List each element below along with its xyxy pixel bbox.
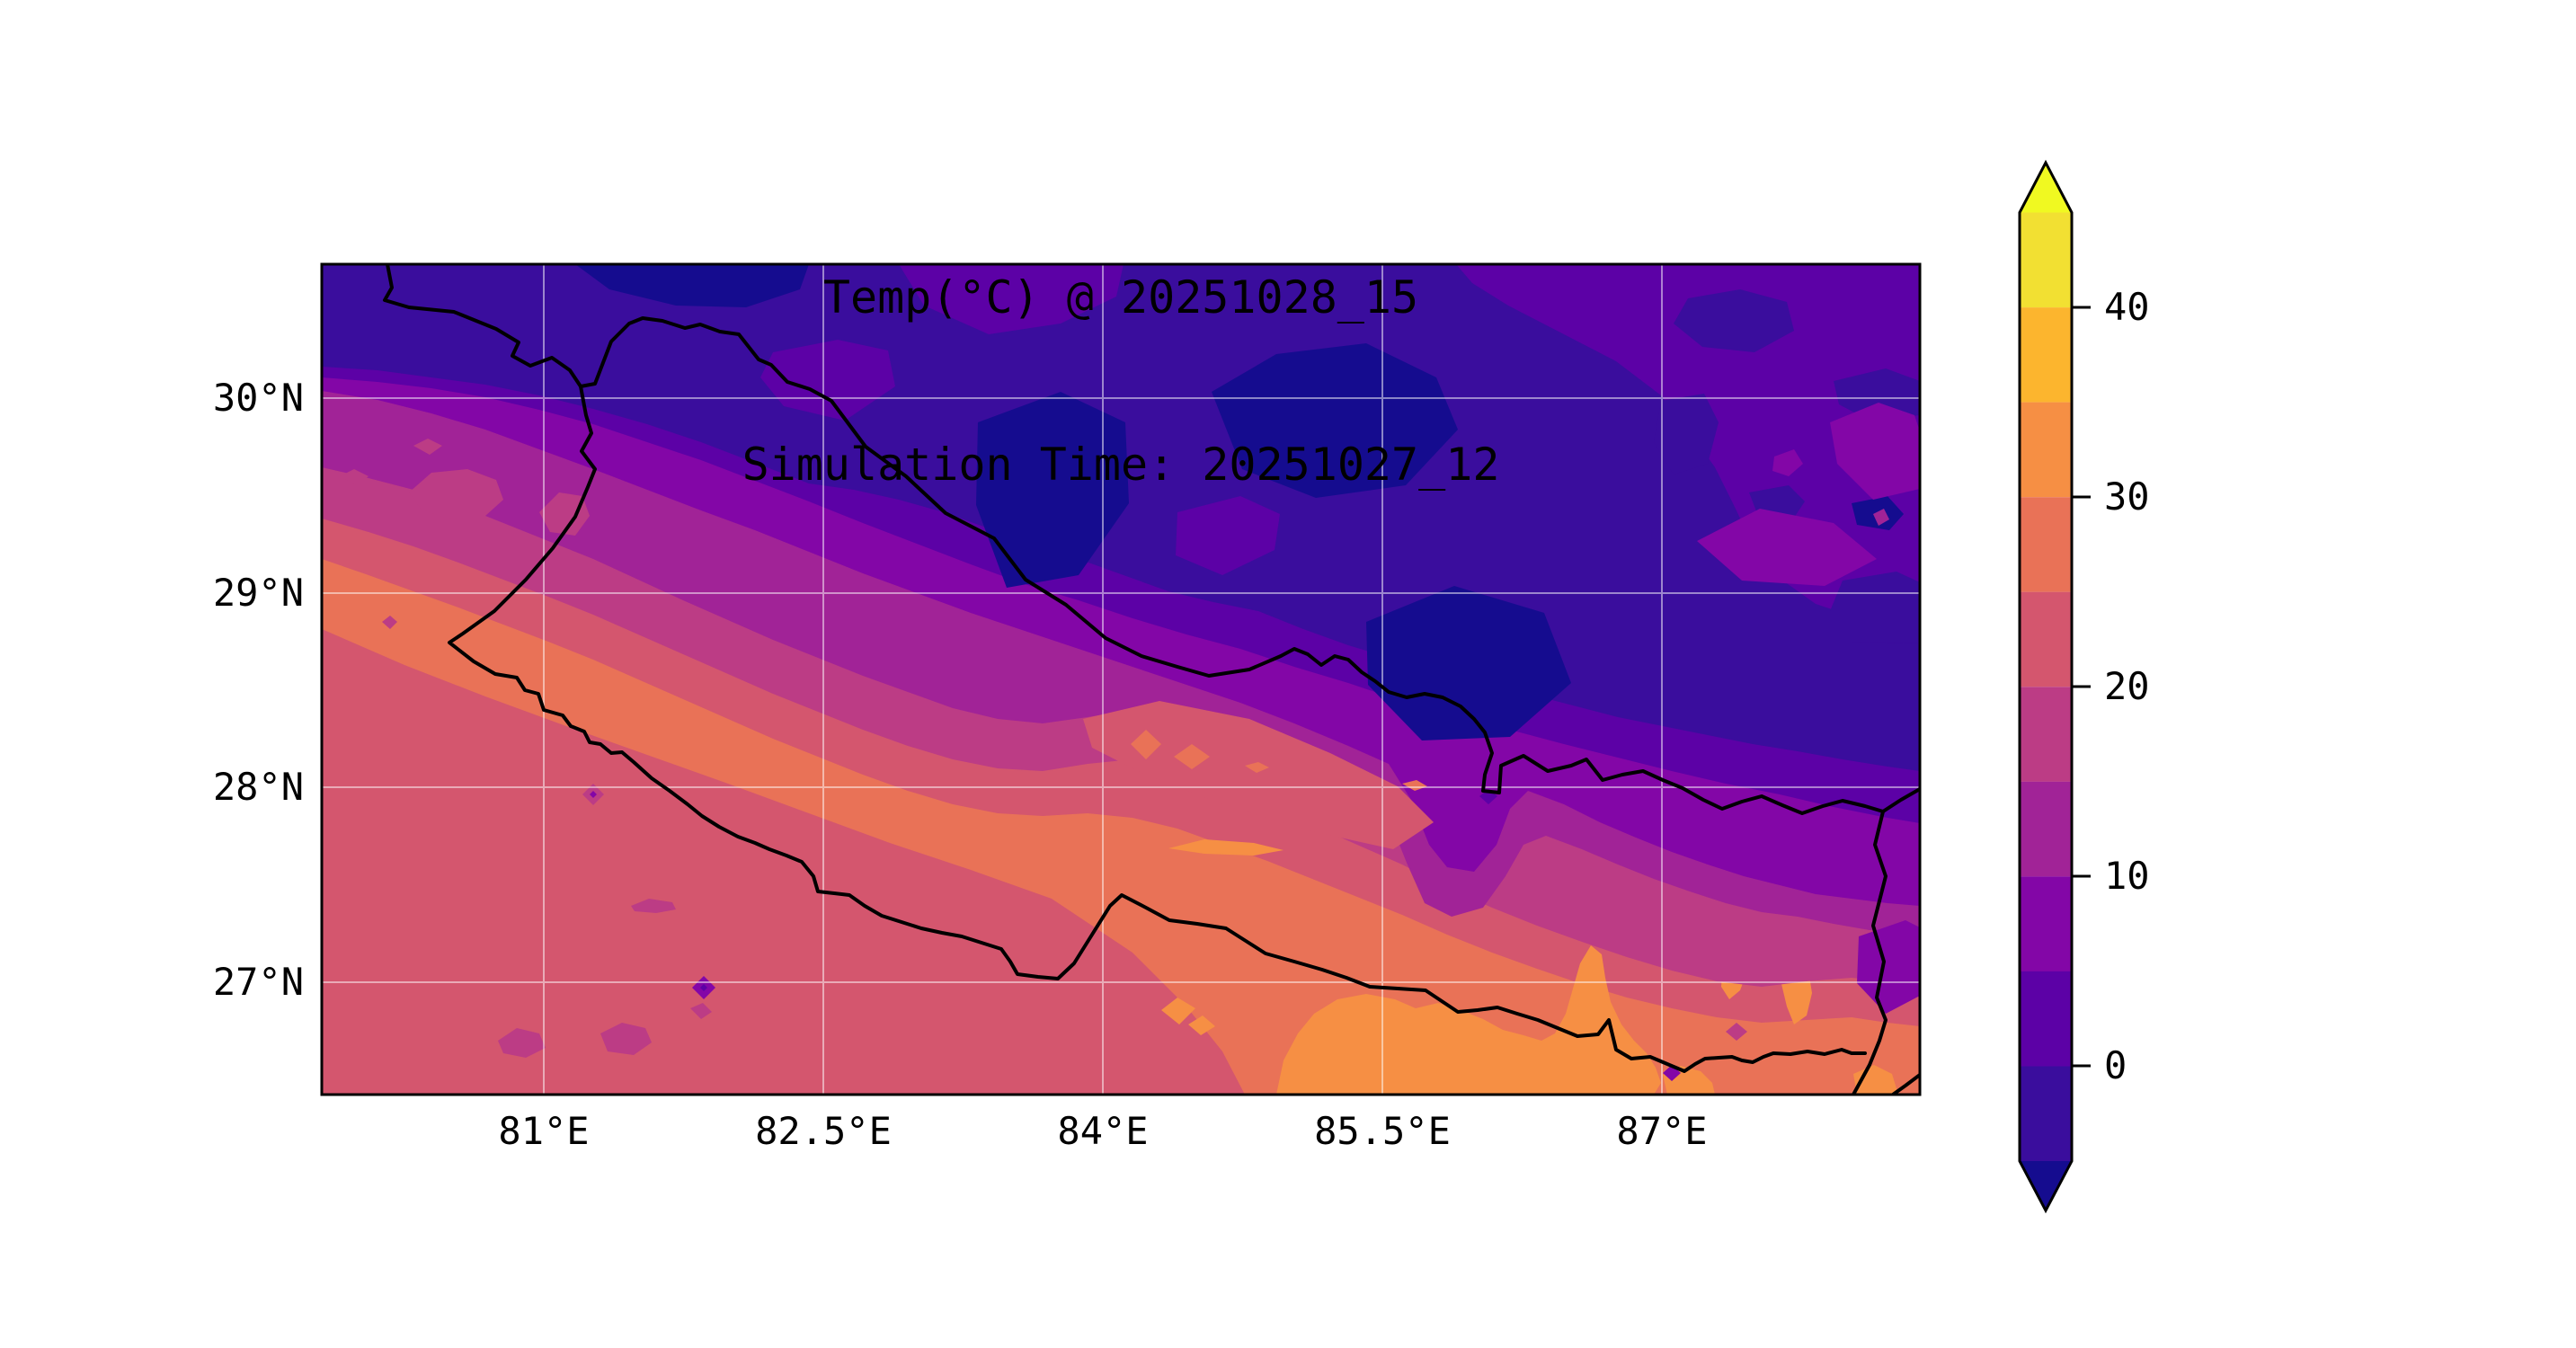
band-5-10-blob [1697, 509, 1877, 586]
band-m5-0-blob [1654, 394, 1719, 474]
south-cool-15-20 [600, 1023, 652, 1055]
chart-title: Temp(°C) @ 20251028_15 Simulation Time: … [357, 158, 1885, 604]
x-tick-label-84e: 84°E [1057, 1109, 1149, 1153]
band-30-35-patch [1188, 1015, 1215, 1035]
x-tick-label-81e: 81°E [498, 1109, 590, 1153]
axes-frame [320, 262, 1922, 1096]
south-cool-15-20 [631, 899, 676, 913]
nepal-border [383, 264, 1920, 1095]
border-corner-segment [1891, 1073, 1920, 1095]
band-10-15-dot [1873, 509, 1889, 526]
x-tick-label-82-5e: 82.5°E [755, 1109, 892, 1153]
chart-title-line2: Simulation Time: 20251027_12 [742, 439, 1500, 491]
y-tick-label-28n: 28°N [212, 765, 304, 809]
warm-valley-20-25 [1083, 701, 1434, 849]
warm-valley-25-30 [1131, 730, 1161, 759]
band-0-5-blob [760, 340, 895, 421]
nw-15-20-patch [340, 469, 369, 485]
band-25-30-region [322, 559, 1920, 1095]
colorbar-band-40-45 [2020, 212, 2072, 308]
band-0-5-blob [899, 264, 1124, 334]
band-under-blob [575, 264, 809, 307]
band-30-35-patch [1168, 839, 1284, 856]
colorbar-band-0-5 [2020, 971, 2072, 1067]
chart-title-line1: Temp(°C) @ 20251028_15 [822, 271, 1419, 324]
y-tick-label-27n: 27°N [212, 960, 304, 1004]
warm-valley-25-30 [1174, 744, 1210, 769]
colorbar-band-25-30 [2020, 497, 2072, 592]
south-cool-0-5 [700, 984, 707, 991]
colorbar-band-30-35 [2020, 402, 2072, 498]
y-tick-label-29n: 29°N [212, 571, 304, 615]
band-5-10-blob [1857, 920, 1920, 1014]
warm-valley-25-30 [1245, 762, 1269, 773]
border-east-segment [1852, 810, 1888, 1095]
colorbar-label-0: 0 [2104, 1043, 2127, 1087]
south-cool-5-10 [590, 791, 597, 798]
colorbar-band-5-10 [2020, 876, 2072, 971]
band-0-5-blob [1176, 496, 1280, 575]
temperature-field [322, 264, 1920, 1095]
x-tick-label-87e: 87°E [1616, 1109, 1708, 1153]
colorbar-band-10-15 [2020, 781, 2072, 877]
band-30-35-patch [1276, 945, 1661, 1095]
band-5-10-blob [1830, 403, 1920, 500]
colorbar-label-20: 20 [2104, 664, 2150, 708]
colorbar-label-10: 10 [2104, 854, 2150, 898]
nw-15-20-patch [409, 469, 503, 519]
south-cool-15-20 [382, 616, 397, 629]
gridlines [322, 264, 1920, 1095]
colorbar-label-40: 40 [2104, 285, 2150, 329]
band-5-10-blob [1772, 449, 1803, 476]
band-under-blob [1366, 586, 1571, 741]
nw-15-20-patch [539, 492, 590, 536]
band-under-blob [976, 392, 1129, 588]
colorbar-band-35-40 [2020, 307, 2072, 403]
band-m5-0-blob [1834, 368, 1920, 421]
colorbar-band-m5-0 [2020, 1066, 2072, 1162]
colorbar-over-arrow [2020, 163, 2072, 213]
border-west-south-segment [448, 385, 1867, 1073]
south-cool-15-20 [498, 1028, 546, 1058]
border-north-segment [383, 264, 1920, 815]
colorbar-band-15-20 [2020, 687, 2072, 782]
band-30-35-patch [1161, 998, 1195, 1024]
colorbar-outline [2018, 159, 2074, 1214]
south-cool-15-20 [1726, 1023, 1747, 1041]
x-tick-label-85-5e: 85.5°E [1314, 1109, 1451, 1153]
colorbar-band-20-25 [2020, 591, 2072, 687]
south-cool-15-20 [690, 1003, 712, 1019]
colorbar [2018, 159, 2091, 1214]
band-under-blob [1212, 343, 1458, 498]
band-m5-0-blob [1830, 572, 1920, 643]
colorbar-label-30: 30 [2104, 474, 2150, 519]
y-tick-label-30n: 30°N [212, 376, 304, 420]
colorbar-ticks [2072, 306, 2091, 1068]
colorbar-under-arrow [2020, 1161, 2072, 1211]
band-m5-0-blob [1674, 289, 1794, 352]
nw-15-20-patch [413, 439, 442, 455]
